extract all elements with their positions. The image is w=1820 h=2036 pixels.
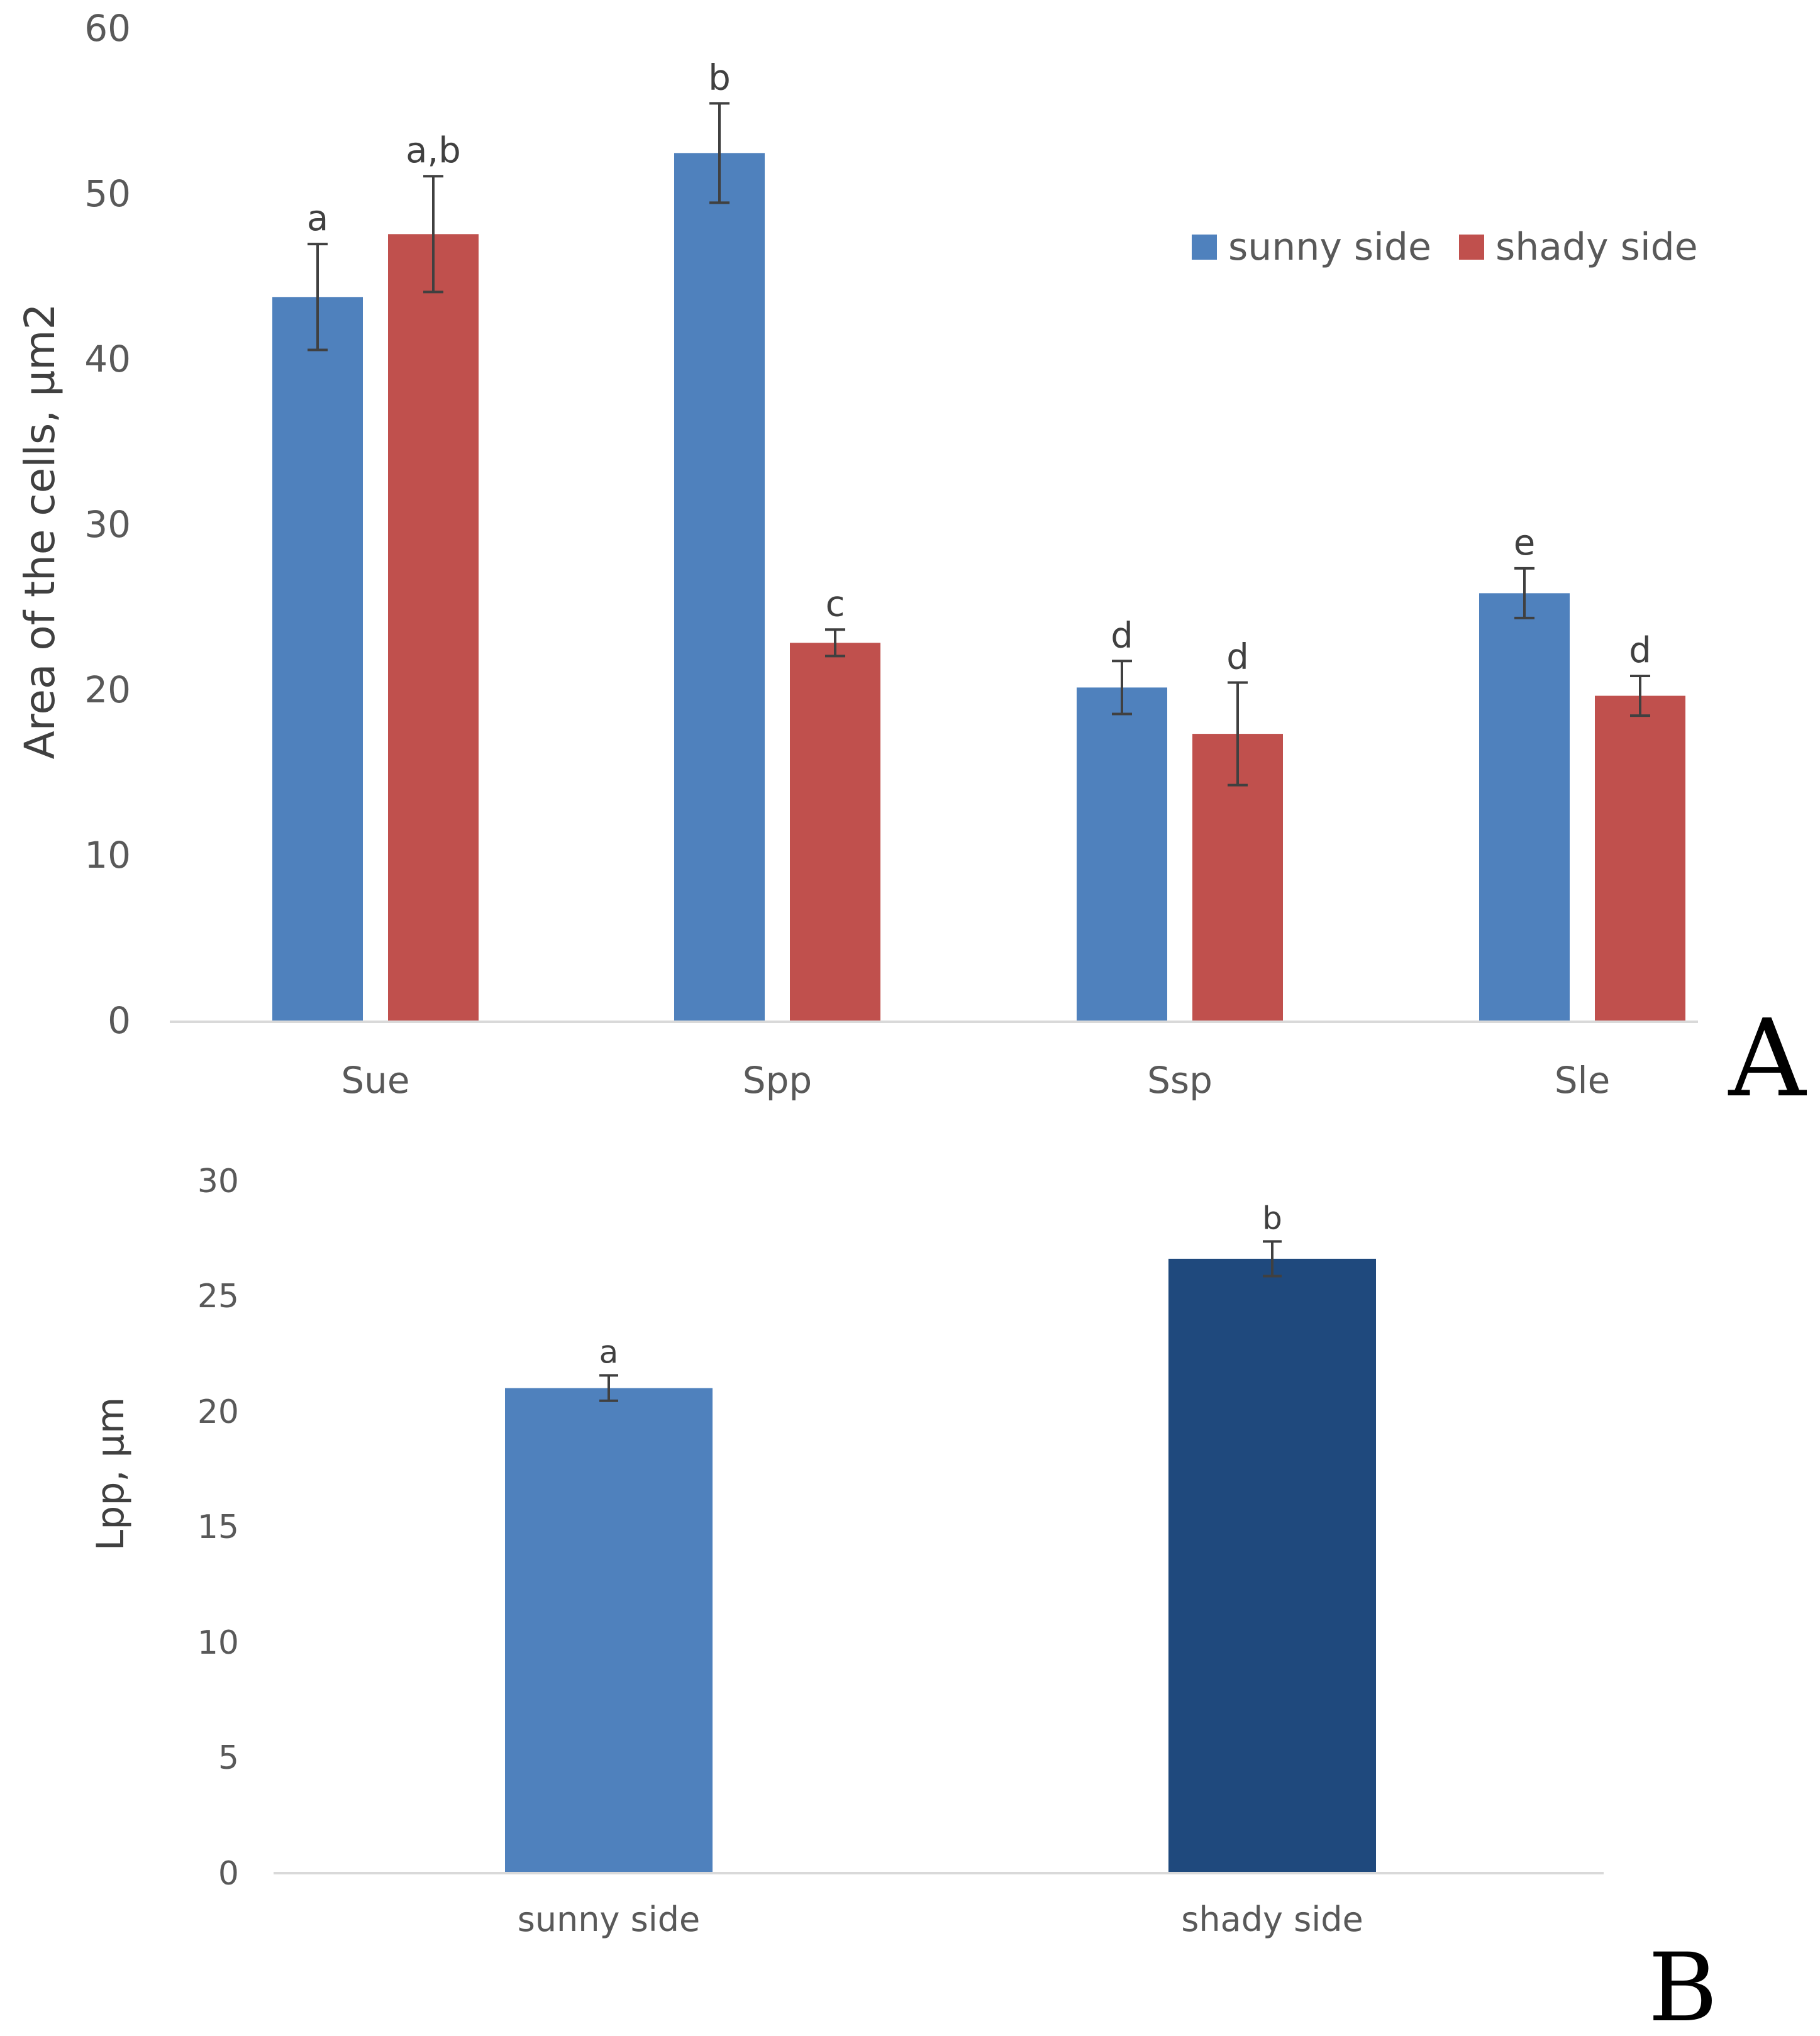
y-axis-label-b: Lpp, µm (89, 1397, 133, 1551)
y-tick-label-a: 0 (108, 999, 131, 1042)
bar-shady-side-sle (1595, 695, 1685, 1022)
panel-label-a: A (1728, 997, 1807, 1121)
y-tick-label-b: 15 (197, 1508, 239, 1546)
error-bar (1112, 660, 1132, 716)
y-tick-label-a: 20 (84, 668, 131, 711)
significance-label: b (708, 57, 731, 98)
y-tick-label-a: 50 (84, 172, 131, 215)
error-bar (423, 175, 443, 294)
chart-a: 0 10 20 30 40 50 60 Area of the cells, µ… (16, 7, 1807, 1121)
legend-swatch-shady (1459, 235, 1484, 260)
error-bar (825, 628, 845, 658)
x-category-label-a: Spp (743, 1059, 812, 1102)
significance-label: a (307, 198, 328, 239)
bar-sunny-side-ssp (1077, 687, 1167, 1022)
legend-label-shady: shady side (1495, 225, 1698, 269)
error-bar (1514, 567, 1534, 619)
bar-shady-side-spp (790, 643, 880, 1022)
error-bar (1228, 681, 1248, 787)
bar-shady-side-sue (388, 234, 479, 1022)
y-tick-label-b: 20 (197, 1393, 239, 1431)
error-bar (599, 1374, 618, 1402)
bar-sunny-side-sue (272, 297, 363, 1022)
bar-sunny-side (505, 1388, 713, 1873)
y-tick-label-a: 60 (84, 7, 131, 50)
significance-label: c (826, 584, 845, 624)
significance-label: a (599, 1334, 619, 1370)
x-category-label-b: shady side (1181, 1900, 1363, 1939)
bars-a: a b d e a,b c d d (272, 57, 1685, 1022)
y-axis-label-a: Area of the cells, µm2 (16, 304, 64, 760)
y-tick-label-b: 5 (218, 1739, 239, 1777)
significance-label: a,b (406, 130, 461, 171)
error-bar (1630, 674, 1650, 717)
y-tick-label-b: 10 (197, 1624, 239, 1662)
y-tick-label-a: 10 (84, 834, 131, 877)
legend-label-sunny: sunny side (1228, 225, 1431, 269)
legend-swatch-sunny (1192, 235, 1217, 260)
bars-b: ab (505, 1200, 1376, 1873)
x-category-label-a: Sue (341, 1059, 409, 1102)
chart-b: 0 5 10 15 20 25 30 Lpp, µm ab sunny side… (89, 1163, 1717, 2036)
x-category-label-b: sunny side (518, 1900, 701, 1939)
significance-label: b (1262, 1200, 1282, 1236)
error-bar (709, 102, 730, 204)
significance-label: d (1226, 637, 1249, 678)
significance-label: d (1629, 630, 1651, 671)
x-category-label-a: Ssp (1147, 1059, 1212, 1102)
error-bar (1263, 1240, 1282, 1278)
y-tick-label-a: 40 (84, 338, 131, 380)
error-bar (308, 243, 328, 351)
legend: sunny side shady side (1192, 225, 1698, 269)
panel-label-b: B (1648, 1934, 1717, 2036)
y-tick-label-a: 30 (84, 503, 131, 546)
y-tick-label-b: 0 (218, 1855, 239, 1893)
y-tick-label-b: 25 (197, 1278, 239, 1315)
bar-sunny-side-spp (674, 153, 765, 1022)
bar-shady-side (1168, 1258, 1376, 1873)
x-category-label-a: Sle (1555, 1059, 1611, 1102)
significance-label: d (1111, 615, 1133, 656)
bar-sunny-side-sle (1479, 593, 1570, 1022)
significance-label: e (1514, 523, 1535, 563)
y-tick-label-b: 30 (197, 1163, 239, 1200)
